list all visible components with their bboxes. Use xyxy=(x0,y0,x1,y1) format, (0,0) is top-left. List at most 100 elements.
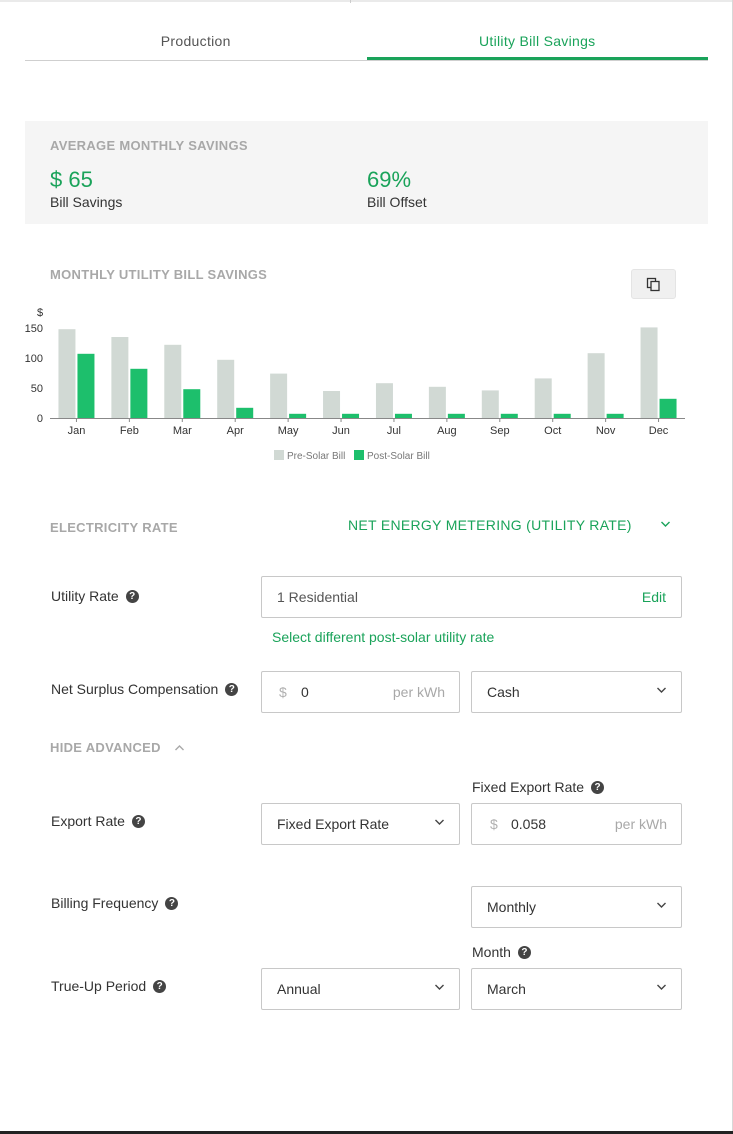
y-tick-label: 100 xyxy=(25,353,43,365)
help-icon[interactable]: ? xyxy=(165,896,179,910)
help-icon[interactable]: ? xyxy=(591,780,605,794)
utility-rate-row-label: Utility Rate ? xyxy=(51,588,139,604)
fixed-export-rate-value: 0.058 xyxy=(511,816,547,832)
bar-pre-solar xyxy=(164,344,182,418)
legend-swatch xyxy=(274,450,284,460)
bill-savings-metric: $ 65 Bill Savings xyxy=(50,167,122,210)
bill-savings-value: $ 65 xyxy=(50,167,93,192)
bar-post-solar xyxy=(183,389,201,418)
bar-pre-solar xyxy=(111,337,129,418)
chevron-down-icon xyxy=(657,902,666,908)
x-tick-label: Jan xyxy=(68,425,86,437)
bar-post-solar xyxy=(130,368,148,418)
billing-frequency-row-label: Billing Frequency ? xyxy=(51,895,179,911)
y-tick-label: 150 xyxy=(25,323,43,335)
legend-entry: Pre-Solar Bill xyxy=(287,451,345,462)
export-rate-value: Fixed Export Rate xyxy=(277,816,390,832)
tab-utility-bill-savings[interactable]: Utility Bill Savings xyxy=(366,20,708,60)
bar-pre-solar xyxy=(375,383,393,418)
bar-pre-solar xyxy=(58,329,76,418)
average-savings-heading: AVERAGE MONTHLY SAVINGS xyxy=(50,138,248,153)
edit-utility-rate-link[interactable]: Edit xyxy=(641,589,666,605)
bar-pre-solar xyxy=(534,378,552,418)
y-tick-label: 0 xyxy=(37,413,43,425)
monthly-savings-chart: $0 50 100 150 Jan Feb Mar Apr May Jun Jul Aug Sep Oct… xyxy=(25,307,685,462)
bar-pre-solar xyxy=(481,390,499,418)
chevron-down-icon xyxy=(435,984,444,990)
month-label-group: Month ? xyxy=(472,944,531,960)
bar-pre-solar xyxy=(217,359,235,418)
x-tick-label: Aug xyxy=(437,425,457,437)
x-tick-label: Nov xyxy=(596,425,616,437)
utility-rate-field[interactable]: 1 Residential Edit xyxy=(261,576,682,618)
fixed-export-rate-label: Fixed Export Rate xyxy=(472,779,585,795)
help-icon[interactable]: ? xyxy=(125,589,139,603)
utility-rate-value: 1 Residential xyxy=(277,589,358,605)
copy-icon xyxy=(646,277,660,291)
tab-bar: Production Utility Bill Savings xyxy=(25,20,708,61)
electricity-rate-heading: ELECTRICITY RATE xyxy=(50,520,178,535)
x-tick-label: Dec xyxy=(649,425,669,437)
x-tick-label: Jul xyxy=(387,425,401,437)
x-tick-label: Feb xyxy=(120,425,139,437)
net-surplus-row-label: Net Surplus Compensation ? xyxy=(51,681,239,697)
select-post-solar-rate-link[interactable]: Select different post-solar utility rate xyxy=(272,629,495,645)
bar-post-solar xyxy=(77,353,95,418)
net-surplus-rate-input[interactable]: $ 0 per kWh xyxy=(261,671,460,713)
export-rate-select[interactable]: Fixed Export Rate xyxy=(261,803,460,845)
bar-post-solar xyxy=(236,407,254,418)
bar-post-solar xyxy=(659,398,677,418)
x-tick-label: May xyxy=(278,425,299,437)
bill-savings-label: Bill Savings xyxy=(50,194,123,210)
billing-frequency-label: Billing Frequency xyxy=(51,895,159,911)
chevron-down-icon xyxy=(435,819,444,825)
help-icon[interactable]: ? xyxy=(131,814,145,828)
tab-production[interactable]: Production xyxy=(160,33,231,49)
unit-suffix: per kWh xyxy=(614,816,667,832)
fixed-export-rate-input[interactable]: $ 0.058 per kWh xyxy=(471,803,682,845)
average-savings-panel: AVERAGE MONTHLY SAVINGS $ 65 Bill Saving… xyxy=(25,121,708,224)
export-rate-row-label: Export Rate ? xyxy=(51,813,145,829)
bar-post-solar xyxy=(289,413,307,418)
chevron-up-icon xyxy=(174,744,184,750)
chevron-down-icon[interactable] xyxy=(660,520,671,528)
true-up-month-select[interactable]: March xyxy=(471,968,682,1010)
legend-swatch xyxy=(354,450,364,460)
legend-entry: Post-Solar Bill xyxy=(367,451,430,462)
chevron-down-icon xyxy=(657,984,666,990)
utility-rate-label: Utility Rate xyxy=(51,588,119,604)
hide-advanced-toggle[interactable]: HIDE ADVANCED xyxy=(50,740,185,755)
true-up-period-select[interactable]: Annual xyxy=(261,968,460,1010)
top-border xyxy=(0,0,733,3)
currency-prefix: $ xyxy=(490,816,498,832)
fixed-export-rate-label-group: Fixed Export Rate ? xyxy=(472,779,605,795)
currency-prefix: $ xyxy=(279,684,287,700)
billing-frequency-select[interactable]: Monthly xyxy=(471,886,682,928)
bill-offset-metric: 69% Bill Offset xyxy=(367,167,427,210)
y-tick-label: 50 xyxy=(31,383,43,395)
x-tick-label: Jun xyxy=(332,425,350,437)
x-tick-label: Mar xyxy=(173,425,192,437)
x-tick-label: Oct xyxy=(544,425,561,437)
net-surplus-type-select[interactable]: Cash xyxy=(471,671,682,713)
export-rate-label: Export Rate xyxy=(51,813,125,829)
bill-offset-value: 69% xyxy=(367,167,412,192)
help-icon[interactable]: ? xyxy=(225,682,239,696)
y-axis-unit-label: $ xyxy=(37,307,43,319)
help-icon[interactable]: ? xyxy=(517,945,531,959)
copy-chart-button[interactable] xyxy=(631,269,676,299)
chart-heading: MONTHLY UTILITY BILL SAVINGS xyxy=(50,267,268,282)
bar-pre-solar xyxy=(323,391,341,418)
help-icon[interactable]: ? xyxy=(153,979,167,993)
true-up-period-value: Annual xyxy=(277,981,321,997)
billing-frequency-value: Monthly xyxy=(487,899,537,915)
net-surplus-value: 0 xyxy=(301,684,309,700)
bar-pre-solar xyxy=(428,386,446,418)
bar-post-solar xyxy=(500,413,518,418)
rate-mode-dropdown[interactable]: NET ENERGY METERING (UTILITY RATE) xyxy=(348,517,632,533)
bar-pre-solar xyxy=(640,327,658,418)
x-tick-label: Sep xyxy=(490,425,510,437)
unit-suffix: per kWh xyxy=(392,684,445,700)
hide-advanced-label: HIDE ADVANCED xyxy=(50,740,161,755)
x-tick-label: Apr xyxy=(227,425,244,437)
